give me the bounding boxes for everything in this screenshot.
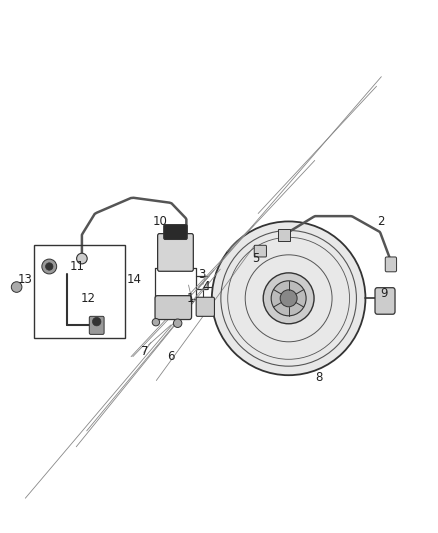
Ellipse shape [46,263,53,270]
Ellipse shape [11,282,22,292]
Text: 1: 1 [187,292,194,305]
Ellipse shape [173,319,182,327]
FancyBboxPatch shape [89,317,104,334]
Text: 10: 10 [153,215,168,228]
Text: 13: 13 [18,273,33,286]
Text: 11: 11 [70,260,85,273]
FancyBboxPatch shape [278,229,290,241]
Ellipse shape [42,259,57,274]
Ellipse shape [263,273,314,324]
FancyBboxPatch shape [196,297,215,317]
Text: 4: 4 [202,280,210,293]
Ellipse shape [92,317,101,326]
FancyBboxPatch shape [375,288,395,314]
Text: 12: 12 [81,292,96,305]
FancyBboxPatch shape [385,257,396,272]
Ellipse shape [377,294,387,303]
Text: 2: 2 [378,215,385,228]
FancyBboxPatch shape [155,296,191,319]
Ellipse shape [77,253,87,264]
Text: 3: 3 [198,268,205,281]
Text: 6: 6 [167,350,175,363]
FancyBboxPatch shape [164,224,187,239]
Text: 8: 8 [315,372,323,384]
Ellipse shape [152,318,159,326]
FancyBboxPatch shape [254,245,266,257]
Text: 5: 5 [252,252,260,265]
Ellipse shape [212,221,365,375]
Text: 14: 14 [127,273,141,286]
Bar [34,245,125,338]
Text: 7: 7 [141,345,149,358]
Text: 9: 9 [381,287,388,300]
Ellipse shape [280,290,297,307]
Ellipse shape [271,281,306,316]
FancyBboxPatch shape [158,233,193,271]
